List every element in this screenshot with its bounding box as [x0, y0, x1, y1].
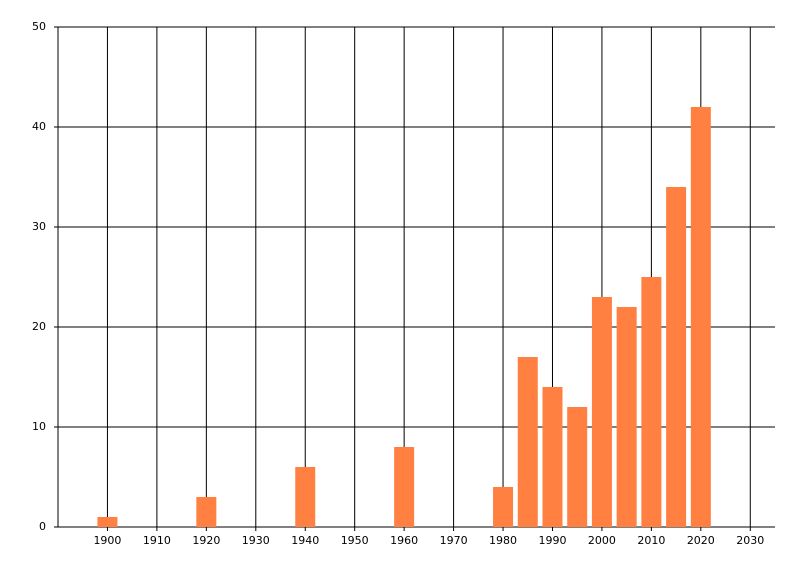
y-tick-label: 40	[32, 120, 46, 133]
bar	[690, 107, 711, 527]
x-tick-label: 1980	[489, 534, 517, 547]
x-tick-label: 1910	[143, 534, 171, 547]
x-tick-label: 2030	[736, 534, 764, 547]
y-tick-label: 50	[32, 20, 46, 33]
bar	[517, 357, 538, 527]
bar	[616, 307, 637, 527]
bar	[394, 447, 415, 527]
bar	[591, 297, 612, 527]
x-tick-label: 2000	[588, 534, 616, 547]
y-tick-label: 0	[39, 520, 46, 533]
bar	[542, 387, 563, 527]
bar	[97, 517, 118, 527]
bar	[196, 497, 217, 527]
x-tick-label: 1930	[242, 534, 270, 547]
y-tick-label: 30	[32, 220, 46, 233]
bar	[641, 277, 662, 527]
bar	[567, 407, 588, 527]
x-tick-label: 2010	[637, 534, 665, 547]
y-tick-label: 10	[32, 420, 46, 433]
bar	[295, 467, 316, 527]
y-tick-label: 20	[32, 320, 46, 333]
x-tick-label: 1990	[538, 534, 566, 547]
x-tick-label: 1900	[93, 534, 121, 547]
x-tick-label: 1940	[291, 534, 319, 547]
x-tick-label: 1970	[440, 534, 468, 547]
x-tick-label: 1950	[341, 534, 369, 547]
bar	[493, 487, 514, 527]
bar	[666, 187, 687, 527]
x-tick-label: 2020	[687, 534, 715, 547]
x-tick-label: 1920	[192, 534, 220, 547]
x-tick-label: 1960	[390, 534, 418, 547]
